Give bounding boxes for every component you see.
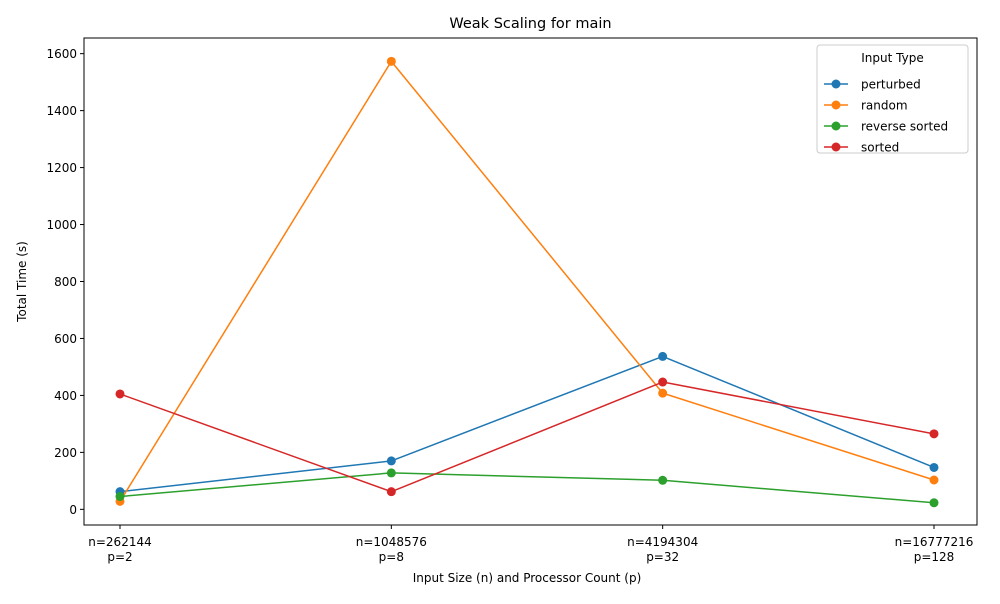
y-tick-label: 400 [54,389,77,403]
data-point-perturbed [929,462,939,472]
legend-items: perturbed random reverse sorted sorted [824,78,948,155]
y-tick-label: 1000 [46,218,77,232]
y-tick-label: 1600 [46,47,77,61]
x-tick-label: n=262144 [88,535,151,549]
legend-box [816,44,969,154]
chart-title: Weak Scaling for main [449,16,611,32]
legend-label-random: random [861,99,908,113]
data-point-reverse-sorted [115,492,125,502]
series-line-random [119,60,935,502]
y-axis-label: Total Time (s) [15,241,29,323]
series-line-perturbed [119,355,935,493]
x-tick-label: p=32 [646,550,679,564]
legend-title: Input Type [861,51,923,65]
y-tick-label: 1200 [46,161,77,175]
y-tick-label: 1400 [46,104,77,118]
legend-marker-random [831,100,841,110]
x-tick-label: n=4194304 [627,535,698,549]
y-tick-label: 200 [54,446,77,460]
data-point-reverse-sorted [658,475,668,485]
x-axis-label: Input Size (n) and Processor Count (p) [413,571,642,585]
legend-label-sorted: sorted [861,141,899,155]
data-point-sorted [386,487,396,497]
x-tick-label: p=128 [914,550,955,564]
data-point-reverse-sorted [386,468,396,478]
plot-layer [115,56,939,508]
y-tick-label: 0 [69,503,77,517]
series-line-sorted [119,381,935,493]
legend-marker-reverse-sorted [831,121,841,131]
data-point-perturbed [658,351,668,361]
y-axis: 0 200 400 600 800 1000 1200 1400 1600 [46,47,84,517]
data-point-random [386,56,396,66]
data-point-random [658,388,668,398]
x-tick-label: p=8 [379,550,404,564]
data-point-sorted [929,429,939,439]
data-point-perturbed [386,456,396,466]
data-point-sorted [658,377,668,387]
data-point-reverse-sorted [929,498,939,508]
y-tick-label: 600 [54,332,77,346]
legend-marker-sorted [831,142,841,152]
series-line-reverse-sorted [119,472,935,504]
legend: Input Type perturbed random reverse sorted… [816,44,969,155]
data-point-sorted [115,389,125,399]
x-tick-label: n=16777216 [895,535,974,549]
x-tick-label: n=1048576 [356,535,427,549]
y-tick-label: 800 [54,275,77,289]
data-point-random [929,475,939,485]
x-tick-label: p=2 [107,550,132,564]
legend-label-perturbed: perturbed [861,78,921,92]
legend-label-reverse-sorted: reverse sorted [861,120,948,134]
legend-marker-perturbed [831,79,841,89]
